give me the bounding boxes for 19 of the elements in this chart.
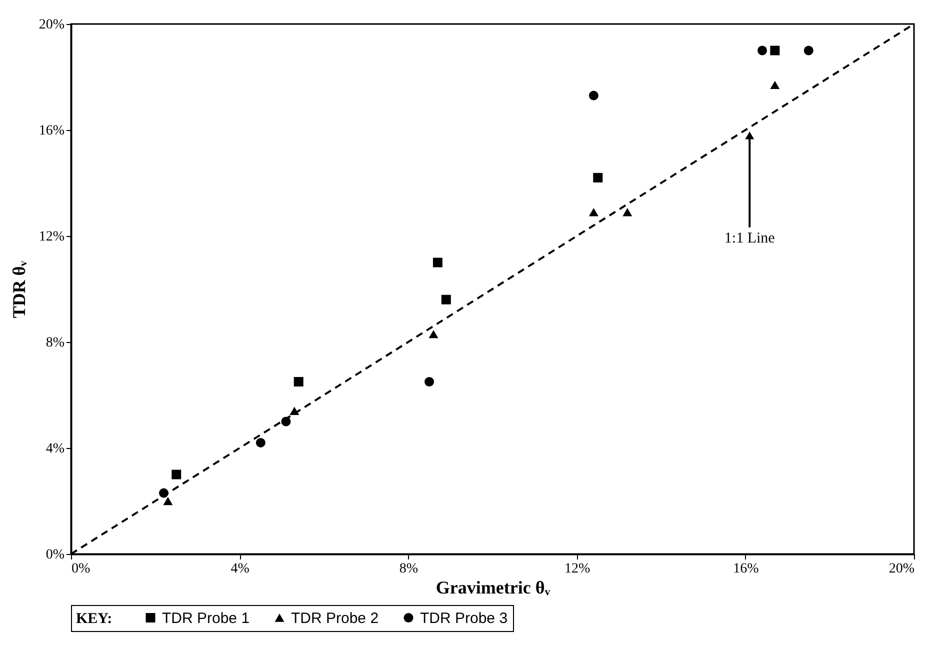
legend-label: TDR Probe 1 — [162, 610, 250, 627]
x-tick-label: 20% — [888, 562, 915, 576]
annotation: 1:1 Line — [724, 230, 776, 246]
x-axis-title: Gravimetric θᵥ — [436, 578, 551, 598]
x-tick-label: 16% — [733, 562, 760, 576]
legend-title: KEY: — [76, 611, 112, 627]
x-tick-label: 8% — [399, 562, 418, 576]
y-axis-title: TDR θᵥ — [8, 260, 29, 318]
x-tick-label: 12% — [564, 562, 590, 576]
y-tick-label: 8% — [46, 336, 65, 350]
legend-label: TDR Probe 3 — [420, 610, 508, 627]
y-tick-label: 4% — [46, 442, 65, 456]
legend-label: TDR Probe 2 — [291, 610, 379, 627]
y-tick-label: 20% — [38, 18, 65, 32]
x-tick-label: 4% — [230, 562, 250, 576]
y-tick-label: 16% — [38, 124, 65, 138]
y-tick-label: 12% — [38, 230, 65, 244]
y-tick-label: 0% — [46, 548, 65, 562]
x-tick-label: 0% — [72, 562, 90, 576]
